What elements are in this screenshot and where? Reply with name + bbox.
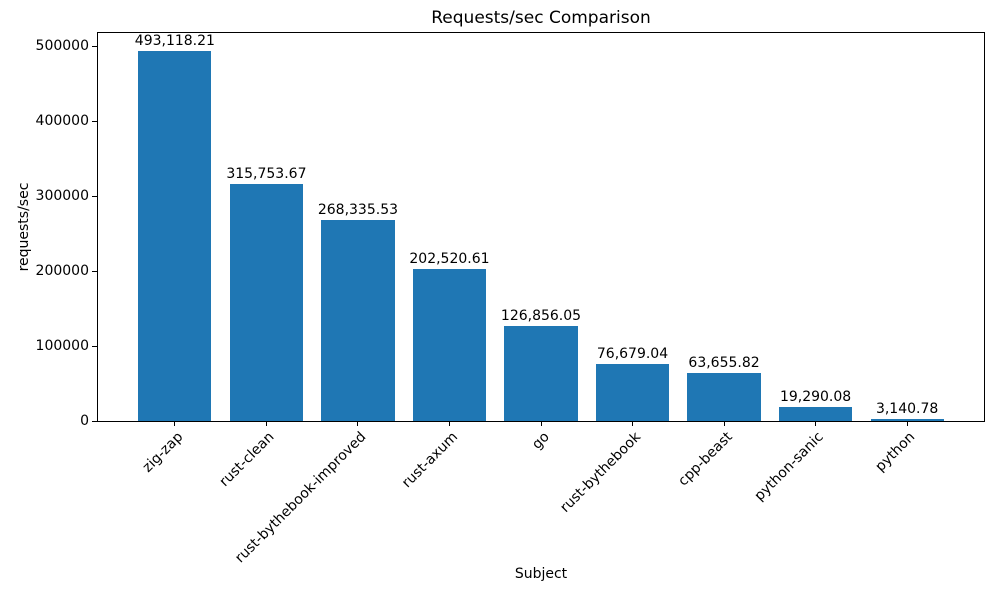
x-tick-label-go: go (528, 429, 553, 453)
y-tick-mark (92, 195, 97, 197)
x-tick-mark (815, 421, 817, 426)
x-tick-mark (540, 421, 542, 426)
x-axis-label: Subject (514, 566, 568, 582)
x-tick-mark (906, 421, 908, 426)
y-tick-label: 0 (80, 412, 89, 429)
bar-zig-zap (138, 51, 212, 421)
x-tick-mark (265, 421, 267, 426)
x-tick-label-zig-zap: zig-zap (139, 429, 187, 476)
bar-value-label: 76,679.04 (596, 345, 669, 362)
y-tick-label: 500000 (35, 37, 89, 54)
x-tick-label-python-sanic: python-sanic (751, 429, 827, 505)
bar-value-label: 19,290.08 (779, 388, 852, 405)
y-tick-mark (92, 45, 97, 47)
bar-value-label: 202,520.61 (409, 251, 490, 268)
bar-value-label: 493,118.21 (134, 33, 215, 50)
y-tick-label: 100000 (35, 337, 89, 354)
x-tick-mark (723, 421, 725, 426)
bar-value-label: 126,856.05 (500, 307, 582, 324)
bar-value-label: 63,655.82 (688, 355, 760, 372)
plot-area: 0 100000 200000 300000 400000 500000 493,118.2… (36, 32, 985, 566)
y-axis-label: requests/sec (16, 182, 32, 272)
y-tick-mark (92, 345, 97, 347)
bar-cpp-beast (687, 373, 761, 421)
bar-value-label: 3,140.78 (875, 400, 939, 417)
y-tick-label: 300000 (35, 187, 89, 204)
y-tick-label: 400000 (35, 112, 89, 129)
x-tick-label-rust-axum: rust-axum (398, 429, 461, 492)
x-tick-mark (357, 421, 359, 426)
x-tick-label-cpp-beast: cpp-beast (674, 429, 736, 490)
x-tick-label-python: python (872, 429, 919, 475)
y-tick-label: 200000 (35, 262, 89, 279)
x-tick-mark (448, 421, 450, 426)
y-tick-mark (92, 120, 97, 122)
x-tick-label-rust-bythebook: rust-bythebook (557, 429, 644, 516)
bar-value-label: 315,753.67 (226, 166, 307, 183)
bar-python-sanic (778, 406, 853, 421)
x-tick-mark (174, 421, 176, 426)
chart-title: Requests/sec Comparison (431, 8, 651, 28)
bar-rust-axum (412, 269, 487, 421)
bar-rust-clean (229, 184, 304, 421)
x-tick-label-rust-clean: rust-clean (216, 429, 278, 490)
bar-value-label: 268,335.53 (317, 201, 399, 218)
bar-rust-bythebook (595, 363, 670, 421)
bar-python (870, 418, 944, 421)
bar-go (504, 325, 578, 421)
y-tick-mark (92, 420, 97, 422)
x-tick-mark (632, 421, 634, 426)
bar-rust-bythebook-improved (321, 219, 395, 421)
y-tick-mark (92, 270, 97, 272)
